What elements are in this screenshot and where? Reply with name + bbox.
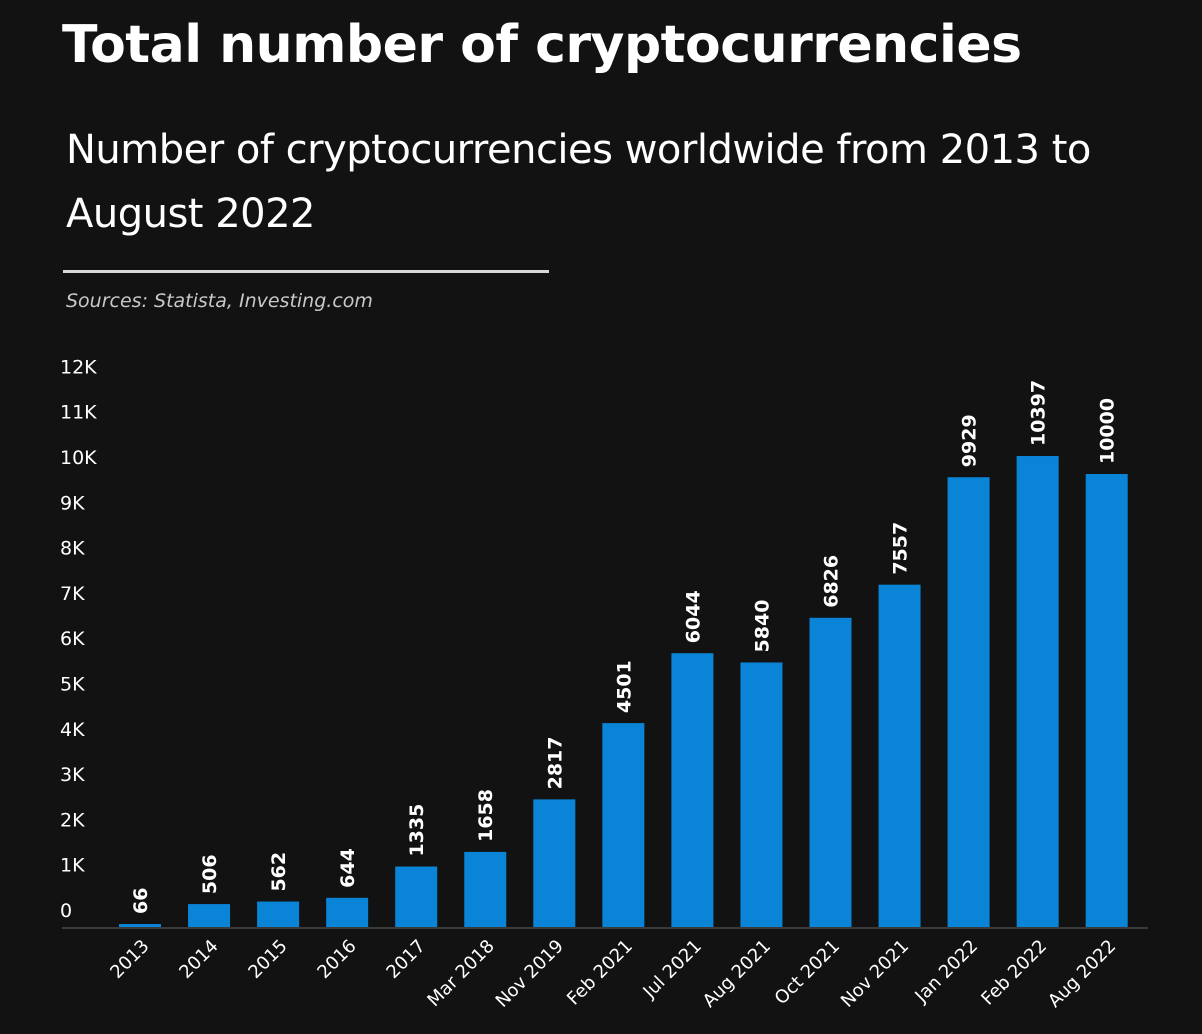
bar — [878, 584, 921, 927]
data-label: 6826 — [821, 555, 843, 608]
chart-subtitle: Number of cryptocurrencies worldwide fro… — [66, 127, 1091, 237]
x-tick-label: Nov 2019 — [492, 936, 568, 1012]
x-tick-label: 2013 — [106, 936, 153, 983]
y-tick-label: 10K — [60, 447, 97, 469]
x-tick-label: Nov 2021 — [837, 936, 913, 1012]
x-tick-label: Aug 2021 — [699, 936, 775, 1012]
bar — [1085, 474, 1128, 927]
bar — [671, 653, 714, 927]
x-tick-label: Feb 2021 — [563, 936, 637, 1010]
data-label: 10397 — [1028, 380, 1050, 446]
y-tick-label: 5K — [60, 674, 85, 696]
x-tick-label: Jan 2022 — [911, 936, 983, 1008]
data-label: 4501 — [613, 660, 635, 713]
data-label: 10000 — [1097, 398, 1119, 464]
data-label: 506 — [199, 854, 221, 894]
bar — [740, 662, 783, 927]
bar — [947, 477, 990, 927]
data-label: 7557 — [890, 522, 912, 575]
data-label: 6044 — [682, 590, 704, 643]
bar — [464, 851, 507, 927]
y-tick-label: 3K — [60, 764, 85, 786]
source-note: Sources: Statista, Investing.com — [66, 290, 373, 312]
bar — [809, 617, 852, 927]
data-label: 2817 — [544, 736, 566, 789]
data-label: 644 — [337, 848, 359, 888]
y-tick-label: 0 — [60, 900, 72, 922]
y-tick-label: 11K — [60, 402, 97, 424]
chart-title: Total number of cryptocurrencies — [62, 15, 1022, 75]
title-divider — [63, 270, 549, 273]
y-tick-label: 1K — [60, 855, 85, 877]
bar — [395, 866, 438, 927]
y-tick-label: 7K — [60, 583, 85, 605]
data-label: 5840 — [751, 600, 773, 653]
bar — [257, 901, 300, 927]
x-tick-label: Feb 2022 — [977, 936, 1051, 1010]
data-label: 66 — [130, 888, 152, 914]
x-tick-label: 2014 — [175, 936, 222, 983]
y-tick-label: 9K — [60, 492, 85, 514]
bar — [326, 897, 369, 927]
bar — [119, 924, 161, 927]
x-tick-label: Oct 2021 — [771, 936, 844, 1009]
data-label: 1658 — [475, 789, 497, 842]
bar — [533, 799, 576, 927]
y-tick-label: 4K — [60, 719, 85, 741]
x-tick-label: Jul 2021 — [639, 936, 706, 1003]
data-label: 562 — [268, 852, 290, 892]
x-tick-label: Aug 2022 — [1044, 936, 1120, 1012]
bar — [602, 723, 645, 927]
y-tick-label: 8K — [60, 538, 85, 560]
x-tick-label: 2016 — [313, 936, 360, 983]
x-tick-label: 2015 — [244, 936, 291, 983]
data-label: 9929 — [959, 414, 981, 467]
y-tick-label: 6K — [60, 628, 85, 650]
data-label: 1335 — [406, 804, 428, 857]
y-tick-label: 2K — [60, 809, 85, 831]
bar — [188, 904, 231, 927]
bar — [1016, 456, 1059, 927]
y-tick-label: 12K — [60, 356, 97, 378]
x-tick-label: 2017 — [382, 936, 429, 983]
x-tick-label: Mar 2018 — [423, 936, 498, 1011]
